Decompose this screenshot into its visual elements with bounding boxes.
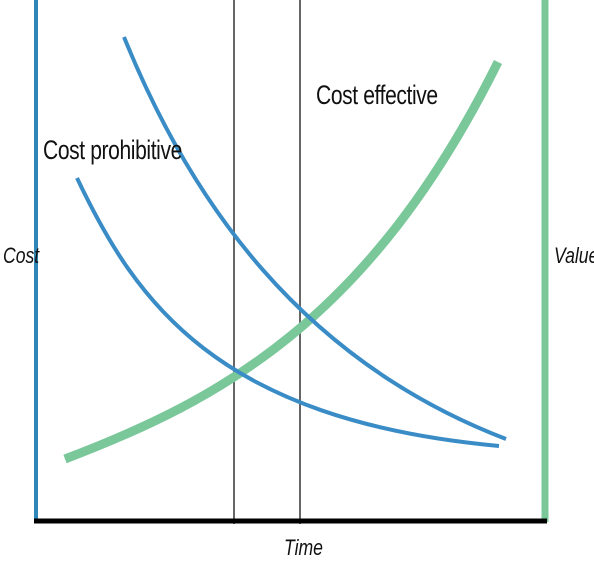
- cost-effective-label: Cost effective: [316, 80, 438, 110]
- cost-axis-label: Cost: [3, 243, 40, 268]
- value-curve: [63, 59, 503, 464]
- value-axis-label: Value: [554, 243, 594, 268]
- cost-prohibitive-label: Cost prohibitive: [43, 135, 182, 165]
- cost-curve-upper: [122, 36, 507, 441]
- cost-curve-lower: [75, 177, 500, 448]
- time-axis-label: Time: [284, 535, 323, 560]
